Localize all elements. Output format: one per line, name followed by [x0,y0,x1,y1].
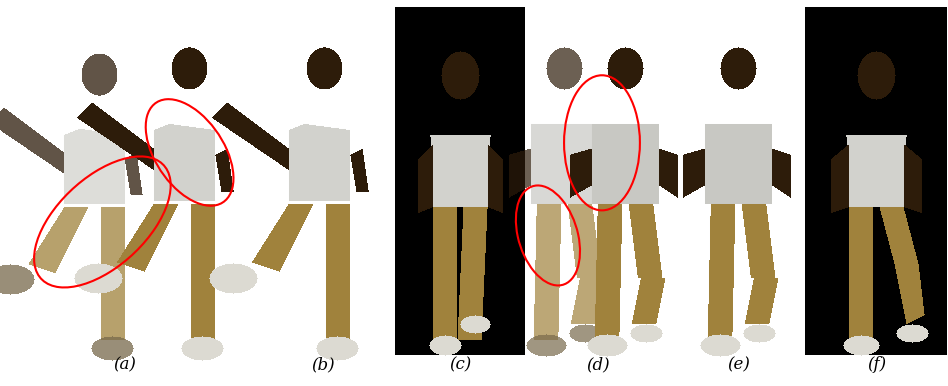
Text: (a): (a) [114,356,137,373]
Text: (d): (d) [587,356,610,373]
Text: (c): (c) [449,356,472,373]
Text: (e): (e) [727,356,750,373]
Text: (f): (f) [867,356,886,373]
Text: (b): (b) [312,356,335,373]
